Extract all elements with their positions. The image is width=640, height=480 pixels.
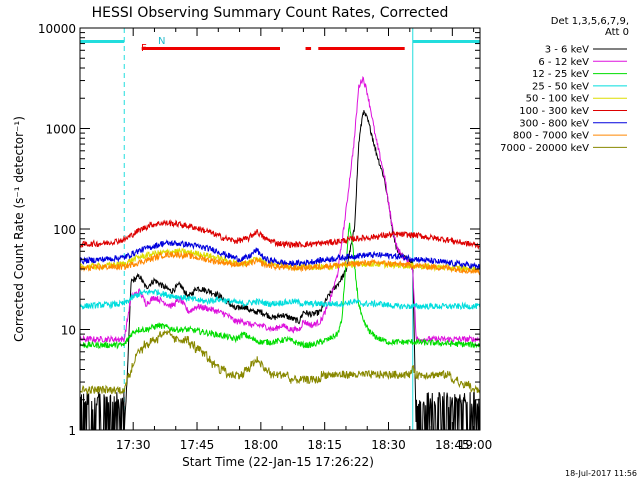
night-flag-bar-0 (80, 40, 125, 43)
legend-label-8: 7000 - 20000 keV (500, 143, 589, 154)
x-axis-label: Start Time (22-Jan-15 17:26:22) (182, 455, 374, 469)
series-line-8 (79, 328, 481, 396)
y-tick-label-0: 1 (68, 424, 76, 438)
legend-label-1: 6 - 12 keV (538, 57, 589, 68)
x-tick-label-0: 17:30 (116, 438, 151, 452)
y-tick-label-3: 1000 (45, 123, 76, 137)
x-tick-label-4: 18:30 (371, 438, 406, 452)
flag-n-label: N (158, 36, 165, 47)
x-tick-label-6: 19:00 (458, 438, 493, 452)
legend-label-6: 300 - 800 keV (519, 118, 589, 129)
flag-f-label: F (141, 43, 147, 54)
series-lines (79, 75, 481, 431)
legend-label-4: 50 - 100 keV (526, 94, 590, 105)
flag-bars (80, 40, 480, 50)
series-line-1 (79, 75, 481, 345)
x-tick-label-2: 18:00 (244, 438, 279, 452)
chart-title: HESSI Observing Summary Count Rates, Cor… (92, 5, 449, 21)
y-tick-label-4: 10000 (38, 22, 76, 36)
flare-flag-bar-1 (305, 47, 312, 50)
series-line-5 (79, 219, 481, 250)
x-tick-label-1: 17:45 (180, 438, 215, 452)
y-axis-ticks: 1 10 100 1000 10000 (38, 22, 480, 438)
legend-label-0: 3 - 6 keV (545, 45, 589, 56)
y-tick-label-2: 100 (53, 223, 76, 237)
x-tick-label-3: 18:15 (307, 438, 342, 452)
legend-label-7: 800 - 7000 keV (513, 131, 589, 142)
night-flag-bar-1 (412, 40, 480, 43)
y-tick-label-1: 10 (61, 324, 76, 338)
series-line-3 (79, 288, 481, 311)
y-axis-label: Corrected Count Rate (s⁻¹ detector⁻¹) (12, 116, 26, 342)
legend-header-2: Att 0 (605, 27, 629, 38)
flare-flag-bar-0 (141, 47, 280, 50)
footnote-timestamp: 18-Jul-2017 11:56 (565, 469, 637, 478)
legend-label-2: 12 - 25 keV (532, 69, 589, 80)
series-line-2 (79, 222, 481, 350)
legend-header-1: Det 1,3,5,6,7,9, (551, 16, 629, 27)
legend-label-3: 25 - 50 keV (532, 81, 589, 92)
flare-flag-bar-2 (318, 47, 405, 50)
series-line-6 (79, 239, 481, 270)
x-tick-label-5: 18:45 (435, 438, 470, 452)
series-line-7 (79, 250, 481, 276)
legend-label-5: 100 - 300 keV (519, 106, 589, 117)
